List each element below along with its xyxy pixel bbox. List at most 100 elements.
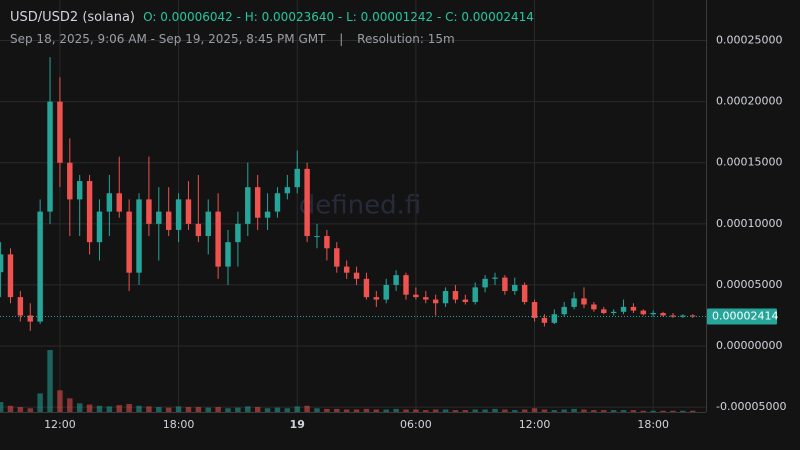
candle-body: [27, 315, 33, 322]
y-tick-label: 0.00020000: [716, 95, 782, 108]
candle-body: [512, 284, 518, 292]
candle-body: [373, 297, 380, 300]
x-tick-label: 18:00: [637, 418, 669, 431]
volume-bar: [225, 408, 231, 412]
candle-body: [294, 168, 300, 188]
x-tick-label: 12:00: [519, 418, 551, 431]
volume-bar: [57, 390, 63, 412]
volume-bar: [571, 408, 577, 412]
candle-body: [472, 287, 478, 303]
date-range: Sep 18, 2025, 9:06 AM - Sep 19, 2025, 8:…: [10, 32, 326, 46]
y-tick-label: 0.00005000: [716, 278, 782, 291]
volume-bar: [393, 408, 399, 412]
candle-body: [423, 297, 429, 300]
grid: [0, 0, 706, 412]
candle-body: [185, 199, 192, 224]
candle-body: [146, 199, 152, 224]
candle-body: [502, 277, 508, 292]
volume-bar: [650, 410, 656, 412]
candle-body: [7, 254, 14, 298]
volume-bar: [245, 406, 251, 412]
volume-bar: [620, 410, 627, 412]
volume-bar: [205, 407, 211, 412]
candle-body: [67, 162, 73, 200]
ohlc-values: O: 0.00006042 - H: 0.00023640 - L: 0.000…: [143, 10, 534, 24]
volume-bar: [680, 410, 686, 412]
candle-body: [165, 211, 172, 230]
volume-bar: [482, 409, 488, 412]
x-tick-label: 18:00: [163, 418, 195, 431]
volume-bar: [195, 407, 202, 412]
volume-bar: [86, 404, 93, 412]
candle-body: [531, 302, 538, 318]
x-tick-label: 12:00: [44, 418, 76, 431]
volume-bar: [373, 409, 380, 412]
volume-bar: [512, 410, 518, 412]
resolution: Resolution: 15m: [357, 32, 455, 46]
candle-body: [245, 187, 251, 224]
subheader: Sep 18, 2025, 9:06 AM - Sep 19, 2025, 8:…: [10, 32, 465, 46]
candle-body: [235, 223, 241, 243]
candle-body: [601, 309, 607, 314]
y-tick-label: 0.00000000: [716, 339, 782, 352]
y-tick-label: 0.00010000: [716, 217, 782, 230]
candle-body: [324, 236, 330, 249]
candle-body: [264, 211, 271, 218]
candle-body: [304, 168, 310, 237]
candle-body: [551, 314, 558, 323]
volume-bar: [156, 407, 162, 412]
volume-bar: [146, 406, 152, 412]
candle-body: [126, 211, 132, 273]
volume-bar: [541, 409, 548, 412]
volume-bar: [116, 405, 122, 412]
y-tick-label: 0.00025000: [716, 34, 782, 47]
volume-bar: [452, 410, 459, 412]
candle-body: [254, 187, 261, 218]
candle-body: [452, 291, 459, 300]
candle-body: [136, 199, 142, 273]
candle-body: [413, 294, 419, 298]
volume-bar: [423, 410, 429, 412]
candle-body: [314, 236, 320, 238]
candle-body: [76, 181, 83, 200]
volume-bar: [96, 405, 103, 412]
volume-bar: [462, 410, 469, 412]
candle-body: [205, 211, 211, 237]
candle-body: [0, 254, 4, 273]
candle-body: [343, 266, 350, 273]
volume-bar: [126, 403, 132, 412]
candle-body: [175, 199, 182, 230]
volume-bar: [561, 409, 567, 412]
volume-bar: [343, 409, 350, 412]
volume-bar: [314, 408, 320, 412]
watermark: defined.fi: [299, 191, 422, 221]
separator: |: [339, 32, 344, 46]
last-price-label: 0.00002414: [712, 310, 778, 323]
volume-bar: [353, 409, 360, 412]
volume-bar: [136, 405, 142, 412]
volume-bar: [235, 407, 241, 412]
candle-body: [86, 181, 93, 243]
candle-body: [541, 317, 548, 323]
volume-bar: [610, 410, 617, 412]
volume-bar: [254, 407, 261, 412]
volume-bar: [630, 410, 637, 412]
volume-bar: [601, 410, 607, 412]
volume-bar: [670, 410, 676, 412]
candle-body: [432, 299, 439, 304]
volume-bar: [502, 409, 508, 412]
volume-bar: [640, 410, 647, 412]
volume-bar: [264, 408, 271, 412]
candle-body: [660, 313, 666, 316]
candle-body: [225, 242, 231, 267]
volume-bar: [165, 407, 172, 412]
volume-bar: [581, 409, 587, 412]
candle-body: [37, 211, 43, 322]
candle-body: [334, 248, 340, 267]
volume-bar: [7, 405, 14, 412]
volume-bar: [363, 408, 370, 412]
volume-bar: [47, 350, 53, 412]
candle-body: [403, 275, 409, 295]
